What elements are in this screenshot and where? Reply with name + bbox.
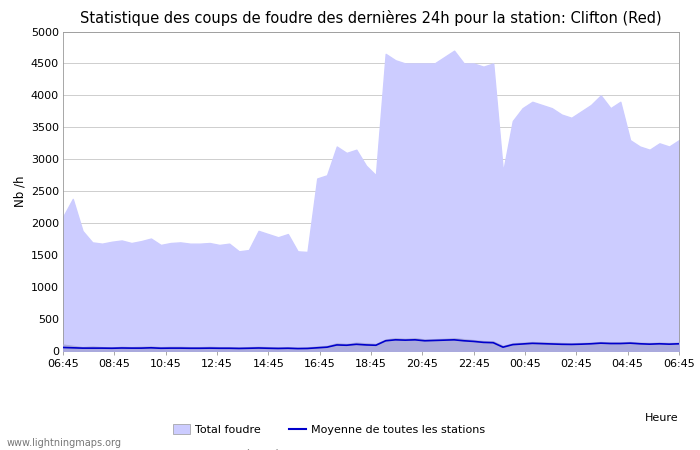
Text: Heure: Heure — [645, 413, 679, 423]
Y-axis label: Nb /h: Nb /h — [13, 176, 27, 207]
Title: Statistique des coups de foudre des dernières 24h pour la station: Clifton (Red): Statistique des coups de foudre des dern… — [80, 10, 662, 26]
Text: www.lightningmaps.org: www.lightningmaps.org — [7, 438, 122, 448]
